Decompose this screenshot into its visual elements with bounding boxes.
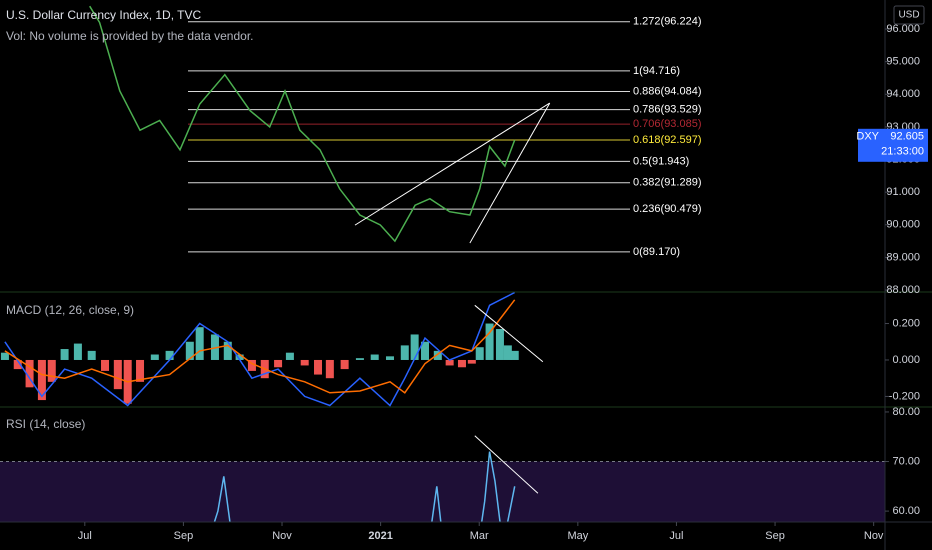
y-tick-label: -0.200 [889,390,920,402]
panel [0,435,885,522]
histogram-bar [385,356,394,360]
fib-label: 0(89.170) [633,246,680,258]
y-tick-label: 80.00 [892,406,920,418]
histogram-bar [340,359,349,370]
histogram-bar [420,341,429,360]
currency-box[interactable] [893,5,925,25]
x-tick-label: Mar [470,530,489,542]
panel: 1.272(96.224) 1(94.716) 0.886(94.084) 0.786… [89,5,702,258]
histogram-bar [485,323,494,360]
fib-label: 0.886(94.084) [633,85,702,97]
chart-title: U.S. Dollar Currency Index, 1D, TVC [6,8,202,22]
y-tick-label: 95.000 [886,56,920,68]
histogram-bar [136,359,145,382]
x-tick-label: Jul [669,530,683,542]
last-price-box [858,128,928,162]
price-line [89,5,516,243]
currency[interactable]: USD [898,10,919,21]
histogram-bar [495,328,504,360]
y-tick-label: 0.000 [892,354,920,366]
x-tick-label: Nov [272,530,292,542]
histogram-bar [325,359,334,379]
histogram-bar [355,358,364,360]
histogram-bar [370,354,379,360]
trend-line [354,102,551,226]
histogram-bar [87,350,96,360]
trend-line [469,102,551,244]
plot-layer: 1.272(96.224) 1(94.716) 0.886(94.084) 0.786… [0,5,885,522]
histogram-bar [113,359,122,390]
y-tick-label: 90.000 [886,219,920,231]
countdown: 21:33:00 [881,146,924,158]
histogram-bar [150,354,159,360]
histogram-bar [247,359,256,371]
y-tick-label: 60.00 [892,505,920,517]
y-tick-label: 89.000 [886,251,920,263]
fib-label: 1(94.716) [633,65,680,77]
panel [0,292,544,407]
trend-line [474,435,539,494]
histogram-bar [445,359,454,366]
histogram-bar [60,349,69,360]
y-tick-label: 91.000 [886,186,920,198]
histogram-bar [195,327,204,360]
histogram-bar [47,359,56,382]
histogram-bar [235,354,244,360]
rsi-band [0,461,885,522]
histogram-bar [503,345,512,360]
x-tick-label: Nov [864,530,884,542]
y-tick-label: 96.000 [886,23,920,35]
histogram-bar [25,359,34,388]
rsi-line [213,451,516,522]
histogram-bar [13,359,22,370]
macd-line [4,299,516,394]
volume-note: Vol: No volume is provided by the data v… [6,29,253,43]
fib-label: 0.786(93.529) [633,104,702,116]
x-tick-label: 2021 [368,530,392,542]
y-tick-label: 94.000 [886,88,920,100]
x-tick-label: Sep [765,530,785,542]
last-price: 92.605 [890,131,924,143]
x-tick-label: Jul [78,530,92,542]
histogram-bar [165,350,174,360]
histogram-bar [475,347,484,360]
y-tick-label: 88.000 [886,284,920,296]
histogram-bar [274,359,283,368]
histogram-bar [467,359,476,364]
histogram-bar [400,345,409,360]
macd-line [4,292,516,407]
y-tick-label: 70.00 [892,455,920,467]
fib-label: 0.706(93.085) [633,118,702,130]
histogram-bar [300,359,309,366]
fib-label: 0.236(90.479) [633,203,702,215]
fib-label: 0.618(92.597) [633,134,702,146]
histogram-bar [314,359,323,375]
histogram-bar [185,341,194,360]
histogram-bar [101,359,110,371]
trend-line [474,304,544,363]
histogram-bar [0,352,9,360]
x-tick-label: May [567,530,588,542]
rsi-title: RSI (14, close) [6,417,85,431]
macd-title: MACD (12, 26, close, 9) [6,303,134,317]
histogram-bar [410,334,419,360]
histogram-bar [73,343,82,360]
symbol: DXY [856,131,879,143]
fib-label: 1.272(96.224) [633,16,702,28]
x-tick-label: Sep [174,530,194,542]
histogram-bar [457,359,466,368]
histogram-bar [37,359,46,401]
histogram-bar [285,352,294,360]
histogram-bar [433,350,442,360]
y-tick-label: 0.200 [892,317,920,329]
fib-label: 0.5(91.943) [633,155,689,167]
fib-label: 0.382(91.289) [633,177,702,189]
histogram-bar [223,341,232,360]
histogram-bar [510,350,519,360]
